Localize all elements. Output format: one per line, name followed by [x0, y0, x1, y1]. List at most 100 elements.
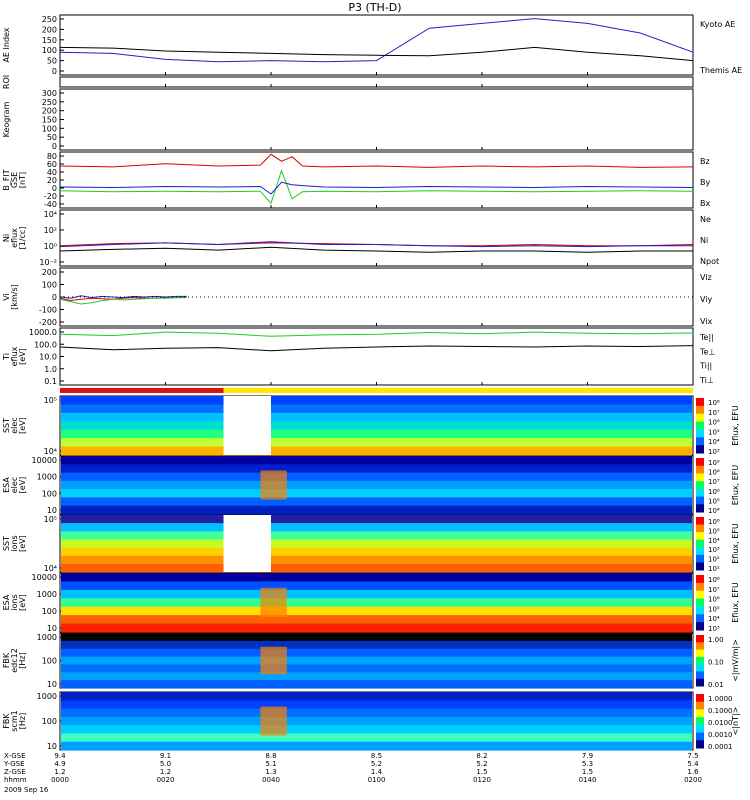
- colorbar-swatch: [696, 598, 704, 607]
- panel-ylabel: Keogram: [2, 101, 11, 137]
- colorbar-tick-label: 10⁴: [708, 537, 720, 545]
- colorbar-tick-label: 0.0010: [708, 731, 733, 739]
- spectrogram-band: [61, 429, 692, 439]
- colorbar-tick-label: 10⁶: [708, 596, 720, 604]
- colorbar-swatch: [696, 635, 704, 643]
- xaxis-tick-value: 5.2: [371, 760, 382, 768]
- colorbar-swatch: [696, 465, 704, 474]
- series-vix-line: [59, 295, 187, 299]
- colorbar-tick-label: 10⁷: [708, 586, 720, 594]
- colorbar-label: Eflux, EFU: [731, 465, 740, 506]
- series-ti-line: [59, 331, 694, 337]
- colorbar-swatch: [696, 590, 704, 600]
- mode-segment: [223, 388, 693, 393]
- series-viy-line: [59, 297, 187, 305]
- spectrogram-band: [61, 515, 692, 524]
- ytick-label: 10⁰: [44, 242, 57, 251]
- ytick-label: 10⁴: [44, 564, 57, 573]
- ytick-label: 100: [42, 657, 57, 666]
- ytick-label: 200: [42, 107, 57, 116]
- legend-entry: Vix: [700, 317, 713, 326]
- xaxis-tick-value: 5.3: [582, 760, 593, 768]
- panel-frame: [59, 209, 694, 267]
- colorbar-swatch: [696, 473, 704, 482]
- ytick-label: -20: [44, 192, 57, 201]
- xaxis-row-label: X-GSE: [4, 752, 26, 760]
- colorbar-tick-label: 10⁵: [708, 497, 720, 505]
- xaxis-date: 2009 Sep 16: [4, 786, 49, 794]
- colorbar-swatch: [696, 656, 704, 665]
- panel-ylabel: [Hz]: [18, 713, 27, 729]
- xaxis-row-label: hhmm: [4, 776, 27, 784]
- ytick-label: 0: [52, 293, 57, 302]
- panel-ylabel: ions: [10, 535, 19, 551]
- spectrogram-band: [61, 664, 692, 673]
- panel-ylabel: [eV]: [18, 417, 27, 434]
- colorbar-label: Eflux, EFU: [731, 582, 740, 623]
- spectrogram-band: [61, 523, 692, 532]
- colorbar-swatch: [696, 664, 704, 672]
- legend-entry: Kyoto AE: [700, 20, 735, 29]
- ytick-label: 10⁵: [44, 515, 57, 524]
- spectrogram-esa_e: [61, 456, 692, 515]
- ytick-label: 10: [47, 680, 57, 689]
- xaxis-tick-value: 1.2: [54, 768, 65, 776]
- ytick-label: 300: [42, 89, 57, 98]
- series-npot-line: [59, 241, 693, 248]
- colorbar-swatch: [696, 405, 704, 415]
- colorbar-swatch: [696, 488, 704, 498]
- ytick-label: -200: [39, 318, 57, 327]
- colorbar-swatch: [696, 671, 704, 680]
- colorbar-swatch: [696, 701, 704, 710]
- ytick-label: 40: [47, 168, 57, 177]
- colorbar-tick-label: 10⁶: [708, 518, 720, 526]
- spectrogram-band: [61, 680, 692, 689]
- xaxis-tick-value: 9.1: [160, 752, 171, 760]
- colorbar-tick-label: 0.0001: [708, 743, 733, 751]
- series-by-line: [59, 169, 694, 205]
- colorbar-label: Eflux, EFU: [731, 523, 740, 564]
- panel-frame: [59, 151, 694, 209]
- ytick-label: 0: [52, 67, 57, 76]
- colorbar-tick-label: 10⁵: [708, 605, 720, 613]
- colorbar-swatch: [696, 481, 704, 490]
- legend-entry: Bz: [700, 157, 710, 166]
- ytick-label: 20: [47, 176, 57, 185]
- spectrogram-band: [61, 412, 692, 422]
- ytick-label: 1.0: [44, 365, 57, 374]
- panel-ylabel: Vi: [2, 293, 11, 301]
- legend-entry: Viy: [700, 295, 713, 304]
- panel-roi: ROI: [2, 75, 694, 89]
- panel-ylabel: [Hz]: [18, 652, 27, 668]
- ytick-label: 1000: [37, 590, 57, 599]
- xaxis-tick-value: 0140: [579, 776, 597, 784]
- spectrogram-sst_e: [61, 396, 692, 456]
- colorbar-tick-label: 10⁴: [708, 507, 720, 515]
- legend-entry: Npot: [700, 257, 719, 266]
- xaxis-tick-value: 0100: [368, 776, 386, 784]
- legend-entry: Viz: [700, 273, 712, 282]
- xaxis-tick-value: 8.2: [476, 752, 487, 760]
- colorbar-tick-label: 0.01: [708, 681, 724, 689]
- spectrogram-band: [61, 741, 692, 751]
- colorbar-tick-label: 0.1000: [708, 707, 733, 715]
- ytick-label: 100: [42, 607, 57, 616]
- ytick-label: 0.1: [44, 377, 57, 386]
- colorbar-tick-label: 10⁴: [708, 615, 720, 623]
- panel-ylabel: [1/cc]: [18, 227, 27, 250]
- panel-ylabel: [eV]: [18, 477, 27, 494]
- spectrogram-band: [61, 555, 692, 565]
- panel-ylabel: scm1: [10, 710, 19, 731]
- panel-ylabel: [eV]: [18, 535, 27, 552]
- colorbar-swatch: [696, 717, 704, 726]
- ytick-label: 100: [42, 281, 57, 290]
- colorbar-tick-label: 10⁷: [708, 409, 720, 417]
- panel-ylabel: B_FIT: [2, 169, 11, 190]
- panel-ylabel: elec: [10, 477, 19, 493]
- colorbar-swatch: [696, 413, 704, 423]
- burst-feature: [260, 706, 287, 736]
- spectrogram-band: [61, 531, 692, 541]
- colorbar-swatch: [696, 562, 704, 571]
